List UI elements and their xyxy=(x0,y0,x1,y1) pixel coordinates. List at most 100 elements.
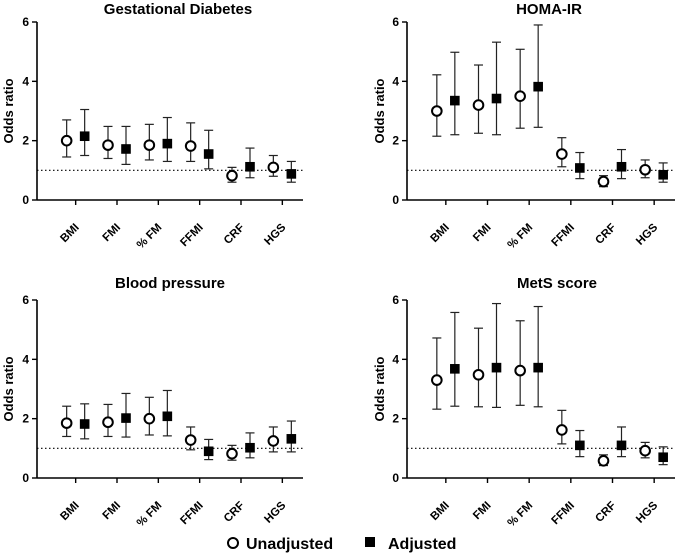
point-adjusted-pct-fm xyxy=(162,411,173,422)
x-tick-label-bmi: BMI xyxy=(429,222,452,245)
point-adjusted-bmi xyxy=(450,364,460,374)
y-tick-label: 6 xyxy=(22,293,29,307)
y-tick-label: 0 xyxy=(392,193,399,207)
x-tick-label-crf: CRF xyxy=(222,222,247,247)
y-tick-label: 0 xyxy=(22,471,29,485)
legend-adjusted-marker xyxy=(365,537,375,547)
point-adjusted-ffmi xyxy=(203,149,214,159)
point-adjusted-bmi xyxy=(450,95,460,106)
y-tick-label: 6 xyxy=(22,15,29,29)
x-tick-label-bmi: BMI xyxy=(58,222,81,245)
y-tick-label: 6 xyxy=(392,293,399,307)
point-adjusted-crf xyxy=(616,161,627,172)
y-tick-label: 2 xyxy=(22,134,29,148)
point-unadjusted-bmi xyxy=(60,134,73,147)
point-adjusted-hgs xyxy=(286,434,297,444)
point-adjusted-hgs xyxy=(658,452,668,463)
point-adjusted-bmi xyxy=(79,419,90,429)
x-tick-label-crf: CRF xyxy=(593,222,618,247)
point-unadjusted-hgs xyxy=(267,435,280,447)
panel-title: Gestational Diabetes xyxy=(104,1,252,18)
y-axis-label: Odds ratio xyxy=(372,78,387,143)
y-tick-label: 4 xyxy=(392,352,399,366)
point-adjusted-ffmi xyxy=(575,163,585,173)
y-tick-label: 6 xyxy=(392,15,399,29)
point-unadjusted-hgs xyxy=(639,444,651,457)
point-adjusted-fmi xyxy=(121,144,131,154)
point-adjusted-crf xyxy=(245,161,255,172)
x-tick-label-ffmi: FFMI xyxy=(178,500,205,527)
point-unadjusted-crf xyxy=(226,169,238,182)
point-unadjusted-crf xyxy=(226,447,238,460)
point-unadjusted-hgs xyxy=(639,163,651,176)
y-tick-label: 0 xyxy=(22,193,29,207)
x-tick-label-pct-fm: % FM xyxy=(506,500,536,530)
point-unadjusted-hgs xyxy=(267,161,280,174)
point-unadjusted-pct-fm xyxy=(514,90,526,102)
point-adjusted-fmi xyxy=(491,362,502,373)
point-unadjusted-fmi xyxy=(472,99,485,111)
y-tick-label: 4 xyxy=(392,74,399,88)
point-unadjusted-crf xyxy=(597,454,610,467)
y-tick-label: 4 xyxy=(22,74,29,88)
y-tick-label: 2 xyxy=(22,412,29,426)
x-tick-label-pct-fm: % FM xyxy=(135,222,165,252)
y-axis-label: Odds ratio xyxy=(1,356,16,421)
x-tick-label-ffmi: FFMI xyxy=(549,500,576,527)
point-adjusted-fmi xyxy=(121,413,131,423)
x-tick-label-hgs: HGS xyxy=(634,221,660,247)
point-adjusted-crf xyxy=(616,440,627,451)
x-tick-label-pct-fm: % FM xyxy=(506,222,536,252)
x-tick-label-hgs: HGS xyxy=(634,499,660,525)
point-unadjusted-bmi xyxy=(431,374,443,386)
legend-unadjusted-marker xyxy=(227,537,239,549)
panel-gestational-diabetes: Gestational Diabetes Odds ratio 0 2 4 6 BMI FMI… xyxy=(1,1,303,251)
point-unadjusted-ffmi xyxy=(556,424,568,436)
point-adjusted-pct-fm xyxy=(533,81,543,92)
panel-title: HOMA-IR xyxy=(516,1,582,18)
y-axis-label: Odds ratio xyxy=(372,356,387,421)
x-tick-label-crf: CRF xyxy=(593,500,618,525)
x-tick-label-fmi: FMI xyxy=(471,222,493,244)
x-tick-label-fmi: FMI xyxy=(101,500,123,522)
x-tick-label-crf: CRF xyxy=(222,500,247,525)
x-tick-label-ffmi: FFMI xyxy=(178,222,205,249)
panel-title: MetS score xyxy=(517,275,597,292)
point-unadjusted-ffmi xyxy=(184,434,197,446)
point-unadjusted-crf xyxy=(597,175,610,188)
point-adjusted-hgs xyxy=(658,169,668,180)
point-unadjusted-bmi xyxy=(431,105,443,117)
panel-title: Blood pressure xyxy=(115,275,225,292)
panel-blood-pressure: Blood pressure Odds ratio 0 2 4 6 BMI FMI % FM FF… xyxy=(1,275,303,529)
point-adjusted-ffmi xyxy=(575,440,585,451)
panel-homa-ir: HOMA-IR Odds ratio 0 2 4 6 BMI FMI % FM FFMI CRF HG… xyxy=(372,1,675,251)
panel-mets-score: MetS score Odds ratio 0 2 4 6 BMI FMI % FM FFMI CR… xyxy=(372,275,675,529)
x-tick-label-hgs: HGS xyxy=(262,221,288,247)
point-adjusted-ffmi xyxy=(203,446,214,457)
y-tick-label: 0 xyxy=(392,471,399,485)
x-tick-label-pct-fm: % FM xyxy=(135,500,165,530)
legend-unadjusted-label: Unadjusted xyxy=(246,536,333,553)
point-unadjusted-fmi xyxy=(102,139,114,151)
point-unadjusted-bmi xyxy=(60,417,73,429)
legend: Unadjusted Adjusted xyxy=(227,536,456,553)
point-adjusted-fmi xyxy=(491,93,502,104)
y-tick-label: 2 xyxy=(392,134,399,148)
point-unadjusted-pct-fm xyxy=(143,412,156,425)
point-unadjusted-ffmi xyxy=(556,148,568,160)
x-tick-label-bmi: BMI xyxy=(58,500,81,523)
y-tick-label: 2 xyxy=(392,412,399,426)
point-adjusted-pct-fm xyxy=(533,362,543,373)
x-tick-label-bmi: BMI xyxy=(429,500,452,523)
point-unadjusted-ffmi xyxy=(184,140,197,152)
point-adjusted-hgs xyxy=(286,169,297,179)
x-tick-label-fmi: FMI xyxy=(101,222,123,244)
point-adjusted-pct-fm xyxy=(162,138,173,149)
x-tick-label-hgs: HGS xyxy=(262,499,288,525)
x-tick-label-fmi: FMI xyxy=(471,500,493,522)
point-unadjusted-pct-fm xyxy=(143,139,156,151)
point-adjusted-crf xyxy=(245,442,255,453)
point-adjusted-bmi xyxy=(79,131,90,142)
x-tick-label-ffmi: FFMI xyxy=(549,222,576,249)
